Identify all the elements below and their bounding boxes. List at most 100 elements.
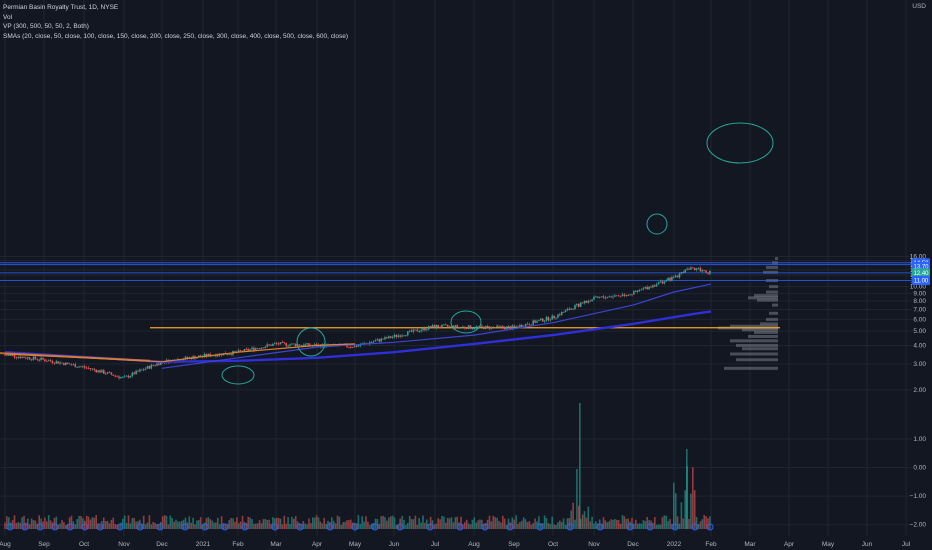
dividend-event-marker[interactable] bbox=[626, 523, 634, 531]
volume-bar bbox=[15, 523, 18, 529]
dividend-event-marker[interactable] bbox=[396, 523, 404, 531]
volume-indicator-label[interactable]: Vol bbox=[3, 13, 13, 21]
volume-bar bbox=[144, 524, 147, 529]
drawing-annotations[interactable] bbox=[221, 122, 774, 385]
volume-bar bbox=[386, 520, 388, 529]
candle-body bbox=[298, 344, 301, 346]
sma-short-overlay[interactable] bbox=[0, 352, 151, 362]
volume-bar bbox=[435, 523, 438, 529]
price-tag[interactable] bbox=[912, 276, 930, 286]
volume-bar bbox=[380, 516, 382, 529]
volume-bar bbox=[28, 524, 31, 529]
dividend-event-marker[interactable] bbox=[506, 523, 514, 531]
volume-bar bbox=[80, 516, 82, 529]
volume-bar bbox=[34, 520, 37, 529]
dividend-event-marker[interactable] bbox=[296, 523, 304, 531]
volume-bar bbox=[697, 524, 700, 529]
volume-profile-bar bbox=[730, 339, 778, 343]
volume-bar bbox=[236, 517, 238, 529]
volume-bar bbox=[517, 523, 519, 529]
annotation-ellipse[interactable] bbox=[296, 327, 326, 357]
volume-bar bbox=[317, 517, 320, 529]
sma-long-line[interactable] bbox=[4, 310, 712, 364]
event-markers[interactable] bbox=[6, 523, 714, 531]
dividend-event-marker[interactable] bbox=[51, 523, 59, 531]
dividend-event-marker[interactable] bbox=[326, 523, 334, 531]
annotation-ellipse[interactable] bbox=[706, 122, 774, 164]
volume-bar bbox=[686, 449, 688, 529]
volume-bar bbox=[673, 482, 675, 529]
volume-bar bbox=[585, 517, 588, 529]
volume-profile-bar bbox=[742, 328, 778, 332]
candle-body bbox=[439, 327, 441, 328]
dividend-event-marker[interactable] bbox=[271, 523, 279, 531]
volume-bar bbox=[112, 517, 115, 529]
volume-bar bbox=[46, 521, 48, 529]
volume-profile-indicator-label[interactable]: VP (300, 500, 50, 50, 2, Both) bbox=[3, 23, 89, 31]
time-axis-label: Sep bbox=[508, 541, 520, 548]
volume-bar bbox=[190, 522, 192, 529]
volume-bar bbox=[146, 522, 149, 529]
candle-body bbox=[95, 369, 97, 373]
dividend-event-marker[interactable] bbox=[671, 523, 679, 531]
candle-body bbox=[25, 357, 27, 359]
dividend-event-marker[interactable] bbox=[536, 523, 544, 531]
dividend-event-marker[interactable] bbox=[371, 523, 379, 531]
annotation-ellipse[interactable] bbox=[221, 365, 255, 385]
dividend-event-marker[interactable] bbox=[596, 523, 604, 531]
candle-body bbox=[152, 364, 154, 366]
dividend-event-marker[interactable] bbox=[691, 523, 699, 531]
dividend-event-marker[interactable] bbox=[156, 523, 164, 531]
dividend-event-marker[interactable] bbox=[36, 523, 44, 531]
time-axis[interactable]: Aug Sep Oct Nov Dec 2021 Feb Mar Apr May Jun Jul Aug… bbox=[0, 541, 911, 548]
dividend-event-marker[interactable] bbox=[136, 523, 144, 531]
price-tag[interactable] bbox=[912, 268, 930, 278]
candle-body bbox=[245, 349, 248, 350]
dividend-event-marker[interactable] bbox=[66, 523, 74, 531]
candle-body bbox=[44, 359, 46, 362]
dividend-event-marker[interactable] bbox=[566, 523, 574, 531]
symbol-title[interactable]: Permian Basin Royalty Trust, 1D, NYSE bbox=[3, 4, 119, 11]
candle-body bbox=[239, 350, 242, 352]
candle-body bbox=[251, 347, 253, 350]
dividend-event-marker[interactable] bbox=[241, 523, 249, 531]
dividend-event-marker[interactable] bbox=[181, 523, 189, 531]
volume-bar bbox=[104, 521, 107, 529]
volume-bar bbox=[633, 523, 635, 529]
annotation-ellipse[interactable] bbox=[450, 310, 482, 334]
sma-mid-line[interactable] bbox=[161, 283, 712, 369]
dividend-event-marker[interactable] bbox=[201, 523, 209, 531]
dividend-event-marker[interactable] bbox=[81, 523, 89, 531]
candle-body bbox=[217, 355, 219, 357]
volume-bar bbox=[55, 516, 58, 529]
dividend-event-marker[interactable] bbox=[6, 523, 14, 531]
dividend-event-marker[interactable] bbox=[646, 523, 654, 531]
candle-body bbox=[122, 376, 124, 378]
volume-bar bbox=[397, 524, 400, 529]
candle-body bbox=[521, 324, 523, 327]
dividend-event-marker[interactable] bbox=[116, 523, 124, 531]
dividend-event-marker[interactable] bbox=[706, 523, 714, 531]
candle-body bbox=[477, 326, 479, 328]
dividend-event-marker[interactable] bbox=[351, 523, 359, 531]
annotation-ellipse[interactable] bbox=[646, 213, 668, 235]
dividend-event-marker[interactable] bbox=[481, 523, 489, 531]
sma-indicator-label[interactable]: SMAs (20, close, 50, close, 100, close, … bbox=[3, 32, 349, 40]
dividend-event-marker[interactable] bbox=[426, 523, 434, 531]
dividend-event-marker[interactable] bbox=[456, 523, 464, 531]
volume-bar bbox=[566, 518, 569, 529]
candle-body bbox=[490, 326, 493, 329]
dividend-event-marker[interactable] bbox=[221, 523, 229, 531]
candle-body bbox=[61, 362, 63, 364]
candle-body bbox=[513, 325, 515, 327]
dividend-event-marker[interactable] bbox=[21, 523, 29, 531]
candle-body bbox=[355, 345, 358, 347]
dividend-event-marker[interactable] bbox=[96, 523, 104, 531]
volume-bar bbox=[416, 524, 419, 529]
volume-bar bbox=[445, 522, 447, 529]
volume-bar bbox=[340, 524, 343, 529]
time-axis-label: 2021 bbox=[196, 541, 211, 548]
volume-bar bbox=[38, 515, 40, 529]
